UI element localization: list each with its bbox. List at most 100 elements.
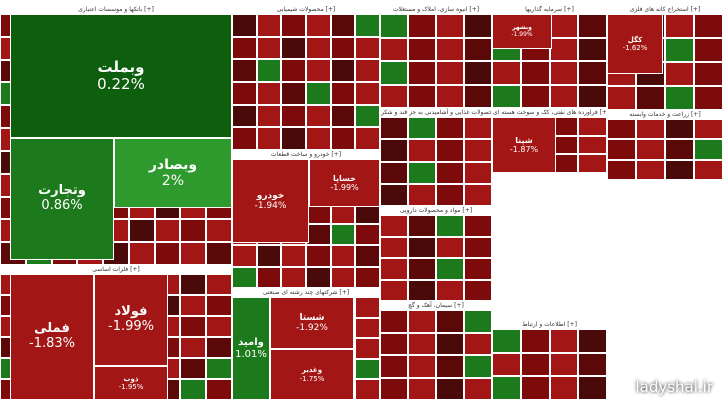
- treemap-filler: [464, 183, 492, 206]
- tile-symbol: شپنا: [515, 135, 533, 145]
- treemap-filler: [520, 61, 550, 85]
- treemap-filler: [408, 61, 436, 85]
- treemap-filler: [330, 104, 356, 128]
- treemap-filler: [436, 258, 464, 280]
- treemap-filler: [380, 310, 408, 333]
- treemap-filler: [520, 84, 550, 108]
- sector-header[interactable]: استخراج کانه های فلزی [+]: [607, 5, 723, 14]
- treemap-filler: [694, 139, 723, 160]
- tile-change: -1.94%: [254, 201, 287, 211]
- treemap-tile[interactable]: فولاد -1.99%: [94, 274, 168, 366]
- treemap-filler: [330, 82, 356, 105]
- treemap-filler: [520, 376, 550, 400]
- treemap-filler: [408, 84, 436, 108]
- treemap-filler: [232, 59, 257, 82]
- sector-header[interactable]: اطلاعات و ارتباط [+]: [492, 320, 607, 329]
- treemap-filler: [380, 37, 408, 61]
- treemap-filler: [232, 127, 257, 150]
- treemap-filler: [694, 14, 723, 38]
- treemap-filler: [380, 117, 408, 140]
- treemap-filler: [408, 215, 436, 237]
- treemap-filler: [180, 219, 207, 243]
- treemap-tile[interactable]: خودرو -1.94%: [232, 159, 309, 243]
- treemap-filler: [232, 266, 257, 288]
- treemap-filler: [330, 36, 356, 60]
- treemap-filler: [636, 86, 665, 110]
- treemap-filler: [306, 59, 331, 82]
- treemap-filler: [206, 337, 232, 358]
- sector-header[interactable]: مواد و محصولات دارویی [+]: [380, 206, 492, 215]
- treemap-filler: [355, 104, 380, 128]
- sector-header[interactable]: انبوه سازی، املاک و مستغلات [+]: [380, 5, 492, 14]
- treemap-tile[interactable]: شپنا -1.87%: [492, 117, 556, 173]
- treemap-filler: [330, 266, 356, 288]
- treemap-filler: [464, 258, 492, 280]
- treemap-filler: [306, 245, 331, 267]
- treemap-filler: [380, 215, 408, 237]
- treemap-filler: [330, 245, 356, 267]
- treemap-filler: [380, 183, 408, 206]
- treemap-tile[interactable]: وغدیر -1.75%: [270, 349, 354, 400]
- treemap-tile[interactable]: وبشهر -1.99%: [492, 14, 552, 49]
- treemap-tile[interactable]: شستا -1.92%: [270, 297, 354, 349]
- treemap-filler: [436, 377, 464, 400]
- treemap-filler: [436, 14, 464, 38]
- treemap-filler: [206, 274, 232, 295]
- treemap-filler: [306, 14, 331, 37]
- treemap-tile[interactable]: وبصادر 2%: [114, 138, 232, 208]
- tile-symbol: خودرو: [256, 190, 285, 201]
- treemap-tile[interactable]: خساپا -1.99%: [309, 159, 380, 207]
- sector-header[interactable]: فراورده های نفتی، کک و سوخت هسته ای [+]: [492, 108, 607, 117]
- treemap-filler: [408, 117, 436, 140]
- treemap-filler: [408, 258, 436, 280]
- sector-header[interactable]: سیمان، آهک و گچ [+]: [380, 301, 492, 310]
- treemap-filler: [694, 119, 723, 140]
- treemap-tile[interactable]: ذوب -1.95%: [94, 366, 168, 400]
- treemap-filler: [578, 84, 607, 108]
- treemap-tile[interactable]: وبملت 0.22%: [10, 14, 232, 138]
- treemap-filler: [464, 117, 492, 140]
- treemap-filler: [436, 279, 464, 301]
- treemap-filler: [380, 84, 408, 108]
- treemap-filler: [281, 266, 306, 288]
- treemap-filler: [464, 161, 492, 184]
- tile-symbol: وبصادر: [148, 156, 198, 173]
- treemap-filler: [694, 62, 723, 86]
- treemap-filler: [436, 139, 464, 162]
- tile-change: -1.87%: [509, 145, 539, 154]
- sector-header[interactable]: خودرو و ساخت قطعات [+]: [232, 150, 380, 159]
- treemap-filler: [607, 139, 636, 160]
- treemap-tile[interactable]: وامید 1.01%: [232, 297, 270, 400]
- treemap-filler: [436, 161, 464, 184]
- treemap-filler: [549, 37, 579, 61]
- treemap-filler: [436, 355, 464, 378]
- treemap-filler: [330, 14, 356, 37]
- treemap-filler: [380, 61, 408, 85]
- sector-header[interactable]: محصولات غذایی و آشامیدنی به جز قند و شکر…: [380, 108, 492, 117]
- treemap-tile[interactable]: کگل -1.62%: [607, 14, 663, 74]
- treemap-filler: [154, 242, 181, 265]
- sector-header[interactable]: شرکتهای چند رشته ای صنعتی [+]: [232, 288, 380, 297]
- treemap-filler: [306, 266, 331, 288]
- treemap-filler: [256, 127, 282, 150]
- treemap-filler: [380, 236, 408, 258]
- treemap-tile[interactable]: فملی -1.83%: [10, 274, 94, 400]
- treemap-filler: [694, 159, 723, 180]
- treemap-filler: [206, 379, 232, 400]
- treemap-filler: [206, 219, 232, 243]
- treemap-filler: [355, 82, 380, 105]
- sector-header[interactable]: محصولات شیمیایی [+]: [232, 5, 380, 14]
- treemap-tile[interactable]: وتجارت 0.86%: [10, 138, 114, 260]
- treemap-filler: [607, 159, 636, 180]
- sector-header[interactable]: فلزات اساسی [+]: [0, 265, 232, 274]
- treemap-filler: [330, 223, 356, 245]
- treemap-filler: [380, 161, 408, 184]
- sector-header[interactable]: سرمایه گذاریها [+]: [492, 5, 607, 14]
- treemap-filler: [180, 358, 207, 379]
- sector-header[interactable]: زراعت و خدمات وابسته [+]: [607, 110, 723, 119]
- treemap-filler: [520, 352, 550, 377]
- treemap-filler: [665, 14, 694, 38]
- sector-header[interactable]: بانکها و موسسات اعتباری [+]: [0, 5, 232, 14]
- treemap-filler: [408, 355, 436, 378]
- treemap-filler: [355, 358, 380, 380]
